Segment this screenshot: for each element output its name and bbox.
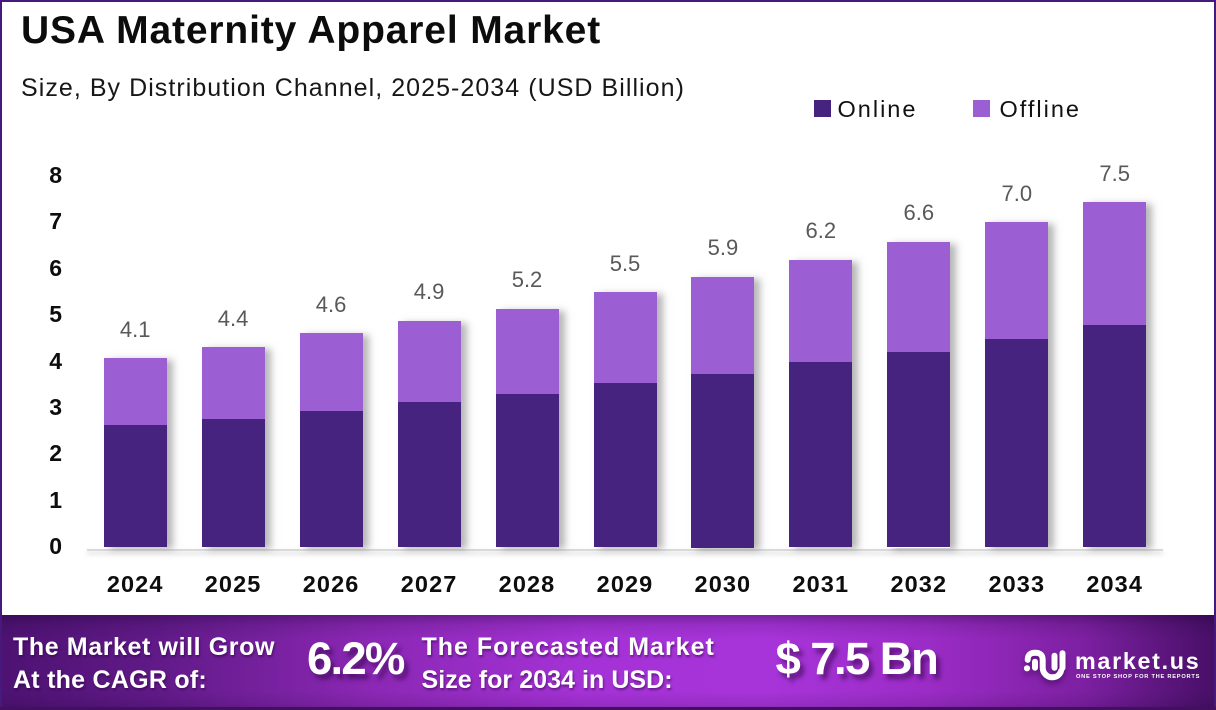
svg-text:market.us: market.us — [1075, 648, 1200, 674]
svg-text:ONE STOP SHOP FOR THE REPORTS: ONE STOP SHOP FOR THE REPORTS — [1076, 674, 1200, 680]
